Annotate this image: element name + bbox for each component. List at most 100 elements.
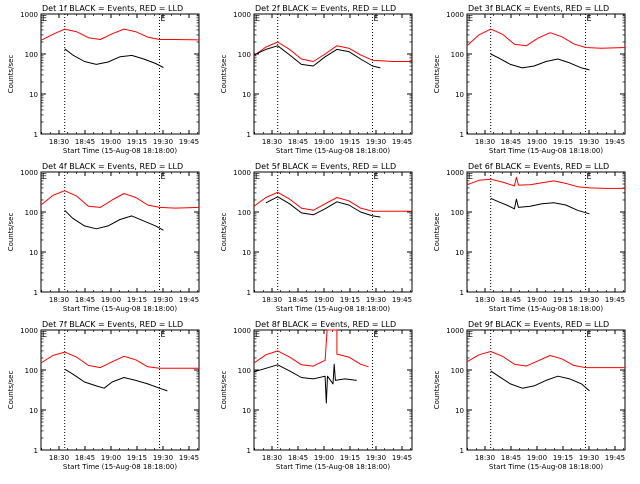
x-tick-label: 19:15 — [553, 454, 573, 462]
event-marker-label: E — [42, 172, 47, 181]
series-line-lld — [253, 41, 412, 62]
y-tick-label: 1000 — [233, 11, 251, 19]
panel-title: Det 5f BLACK = Events, RED = LLD — [255, 162, 396, 171]
y-axis-label: Counts/sec — [7, 371, 15, 410]
x-axis-label: Start Time (15-Aug-08 18:18:00) — [489, 305, 603, 313]
y-tick-label: 1000 — [20, 327, 38, 335]
x-tick-label: 19:45 — [392, 454, 412, 462]
x-tick-label: 19:00 — [314, 138, 334, 146]
x-tick-label: 19:30 — [579, 138, 599, 146]
series-line-events — [64, 209, 164, 231]
x-axis-label: Start Time (15-Aug-08 18:18:00) — [489, 147, 603, 155]
y-tick-label: 10 — [242, 91, 251, 99]
x-tick-label: 18:30 — [262, 138, 282, 146]
series-line-lld — [40, 28, 200, 41]
x-tick-label: 18:45 — [288, 296, 308, 304]
y-axis-label: Counts/sec — [433, 213, 441, 252]
x-tick-label: 19:30 — [153, 296, 173, 304]
y-tick-label: 1 — [460, 447, 464, 455]
y-tick-label: 100 — [238, 51, 251, 59]
y-tick-label: 100 — [451, 367, 464, 375]
x-tick-label: 18:30 — [475, 454, 495, 462]
panel-title: Det 9f BLACK = Events, RED = LLD — [468, 320, 609, 329]
x-tick-label: 18:45 — [288, 138, 308, 146]
event-marker-label: E — [468, 330, 473, 339]
event-marker-label: E — [374, 330, 379, 339]
x-tick-label: 18:45 — [501, 296, 521, 304]
y-axis-label: Counts/sec — [7, 55, 15, 94]
event-marker-label: E — [255, 14, 260, 23]
panel-title: Det 8f BLACK = Events, RED = LLD — [255, 320, 396, 329]
panel-title: Det 6f BLACK = Events, RED = LLD — [468, 162, 609, 171]
panel-title: Det 1f BLACK = Events, RED = LLD — [42, 4, 183, 13]
y-axis-label: Counts/sec — [220, 371, 228, 410]
x-tick-label: 18:45 — [75, 454, 95, 462]
panel-6: Det 6f BLACK = Events, RED = LLD 1 10 100 10… — [433, 162, 626, 313]
x-tick-label: 19:15 — [127, 138, 147, 146]
panel-2: Det 2f BLACK = Events, RED = LLD 1 10 100 10… — [220, 4, 413, 155]
x-tick-label: 19:45 — [392, 138, 412, 146]
y-tick-label: 10 — [455, 249, 464, 257]
panel-5: Det 5f BLACK = Events, RED = LLD 1 10 100 10… — [220, 162, 413, 313]
x-tick-label: 18:30 — [49, 454, 69, 462]
y-tick-label: 100 — [25, 209, 38, 217]
x-tick-label: 19:15 — [553, 138, 573, 146]
panel-7: Det 7f BLACK = Events, RED = LLD 1 10 100 10… — [7, 320, 200, 471]
panel-title: Det 7f BLACK = Events, RED = LLD — [42, 320, 183, 329]
y-tick-label: 1 — [34, 289, 38, 297]
series-line-events — [490, 370, 590, 392]
x-tick-label: 19:00 — [527, 138, 547, 146]
y-tick-label: 1 — [247, 289, 251, 297]
x-axis-label: Start Time (15-Aug-08 18:18:00) — [276, 147, 390, 155]
y-tick-label: 100 — [25, 367, 38, 375]
x-tick-label: 18:30 — [475, 138, 495, 146]
series-line-events — [64, 368, 168, 392]
panel-title: Det 3f BLACK = Events, RED = LLD — [468, 4, 609, 13]
y-tick-label: 1000 — [446, 327, 464, 335]
event-marker-label: E — [161, 172, 166, 181]
x-tick-label: 18:45 — [75, 138, 95, 146]
y-tick-label: 100 — [25, 51, 38, 59]
x-tick-label: 19:15 — [127, 296, 147, 304]
x-tick-label: 19:30 — [366, 138, 386, 146]
event-marker-label: E — [42, 330, 47, 339]
x-tick-label: 19:30 — [366, 296, 386, 304]
y-tick-label: 1 — [247, 131, 251, 139]
y-tick-label: 100 — [238, 209, 251, 217]
series-line-lld — [253, 191, 412, 212]
x-tick-label: 18:30 — [262, 454, 282, 462]
event-marker-label: E — [374, 14, 379, 23]
y-tick-label: 10 — [242, 407, 251, 415]
y-tick-label: 1000 — [20, 169, 38, 177]
y-tick-label: 1 — [34, 131, 38, 139]
y-tick-label: 1 — [247, 447, 251, 455]
x-tick-label: 19:30 — [579, 454, 599, 462]
x-tick-label: 18:45 — [288, 454, 308, 462]
series-line-lld — [253, 329, 369, 368]
x-tick-label: 19:00 — [527, 454, 547, 462]
series-line-events — [253, 363, 357, 404]
y-tick-label: 1 — [460, 131, 464, 139]
y-tick-label: 100 — [238, 367, 251, 375]
event-marker-label: E — [161, 14, 166, 23]
x-tick-label: 19:15 — [340, 138, 360, 146]
y-tick-label: 100 — [451, 51, 464, 59]
x-tick-label: 19:00 — [527, 296, 547, 304]
x-axis-label: Start Time (15-Aug-08 18:18:00) — [276, 305, 390, 313]
y-axis-label: Counts/sec — [220, 55, 228, 94]
panel-title: Det 4f BLACK = Events, RED = LLD — [42, 162, 183, 171]
x-tick-label: 19:30 — [366, 454, 386, 462]
series-line-lld — [40, 190, 200, 209]
event-marker-label: E — [587, 14, 592, 23]
series-line-events — [64, 48, 164, 68]
series-line-events — [253, 45, 381, 69]
event-marker-label: E — [468, 14, 473, 23]
y-tick-label: 1000 — [233, 327, 251, 335]
y-tick-label: 100 — [451, 209, 464, 217]
x-tick-label: 19:00 — [101, 454, 121, 462]
x-tick-label: 19:45 — [392, 296, 412, 304]
x-tick-label: 18:30 — [49, 296, 69, 304]
x-tick-label: 19:45 — [179, 138, 199, 146]
